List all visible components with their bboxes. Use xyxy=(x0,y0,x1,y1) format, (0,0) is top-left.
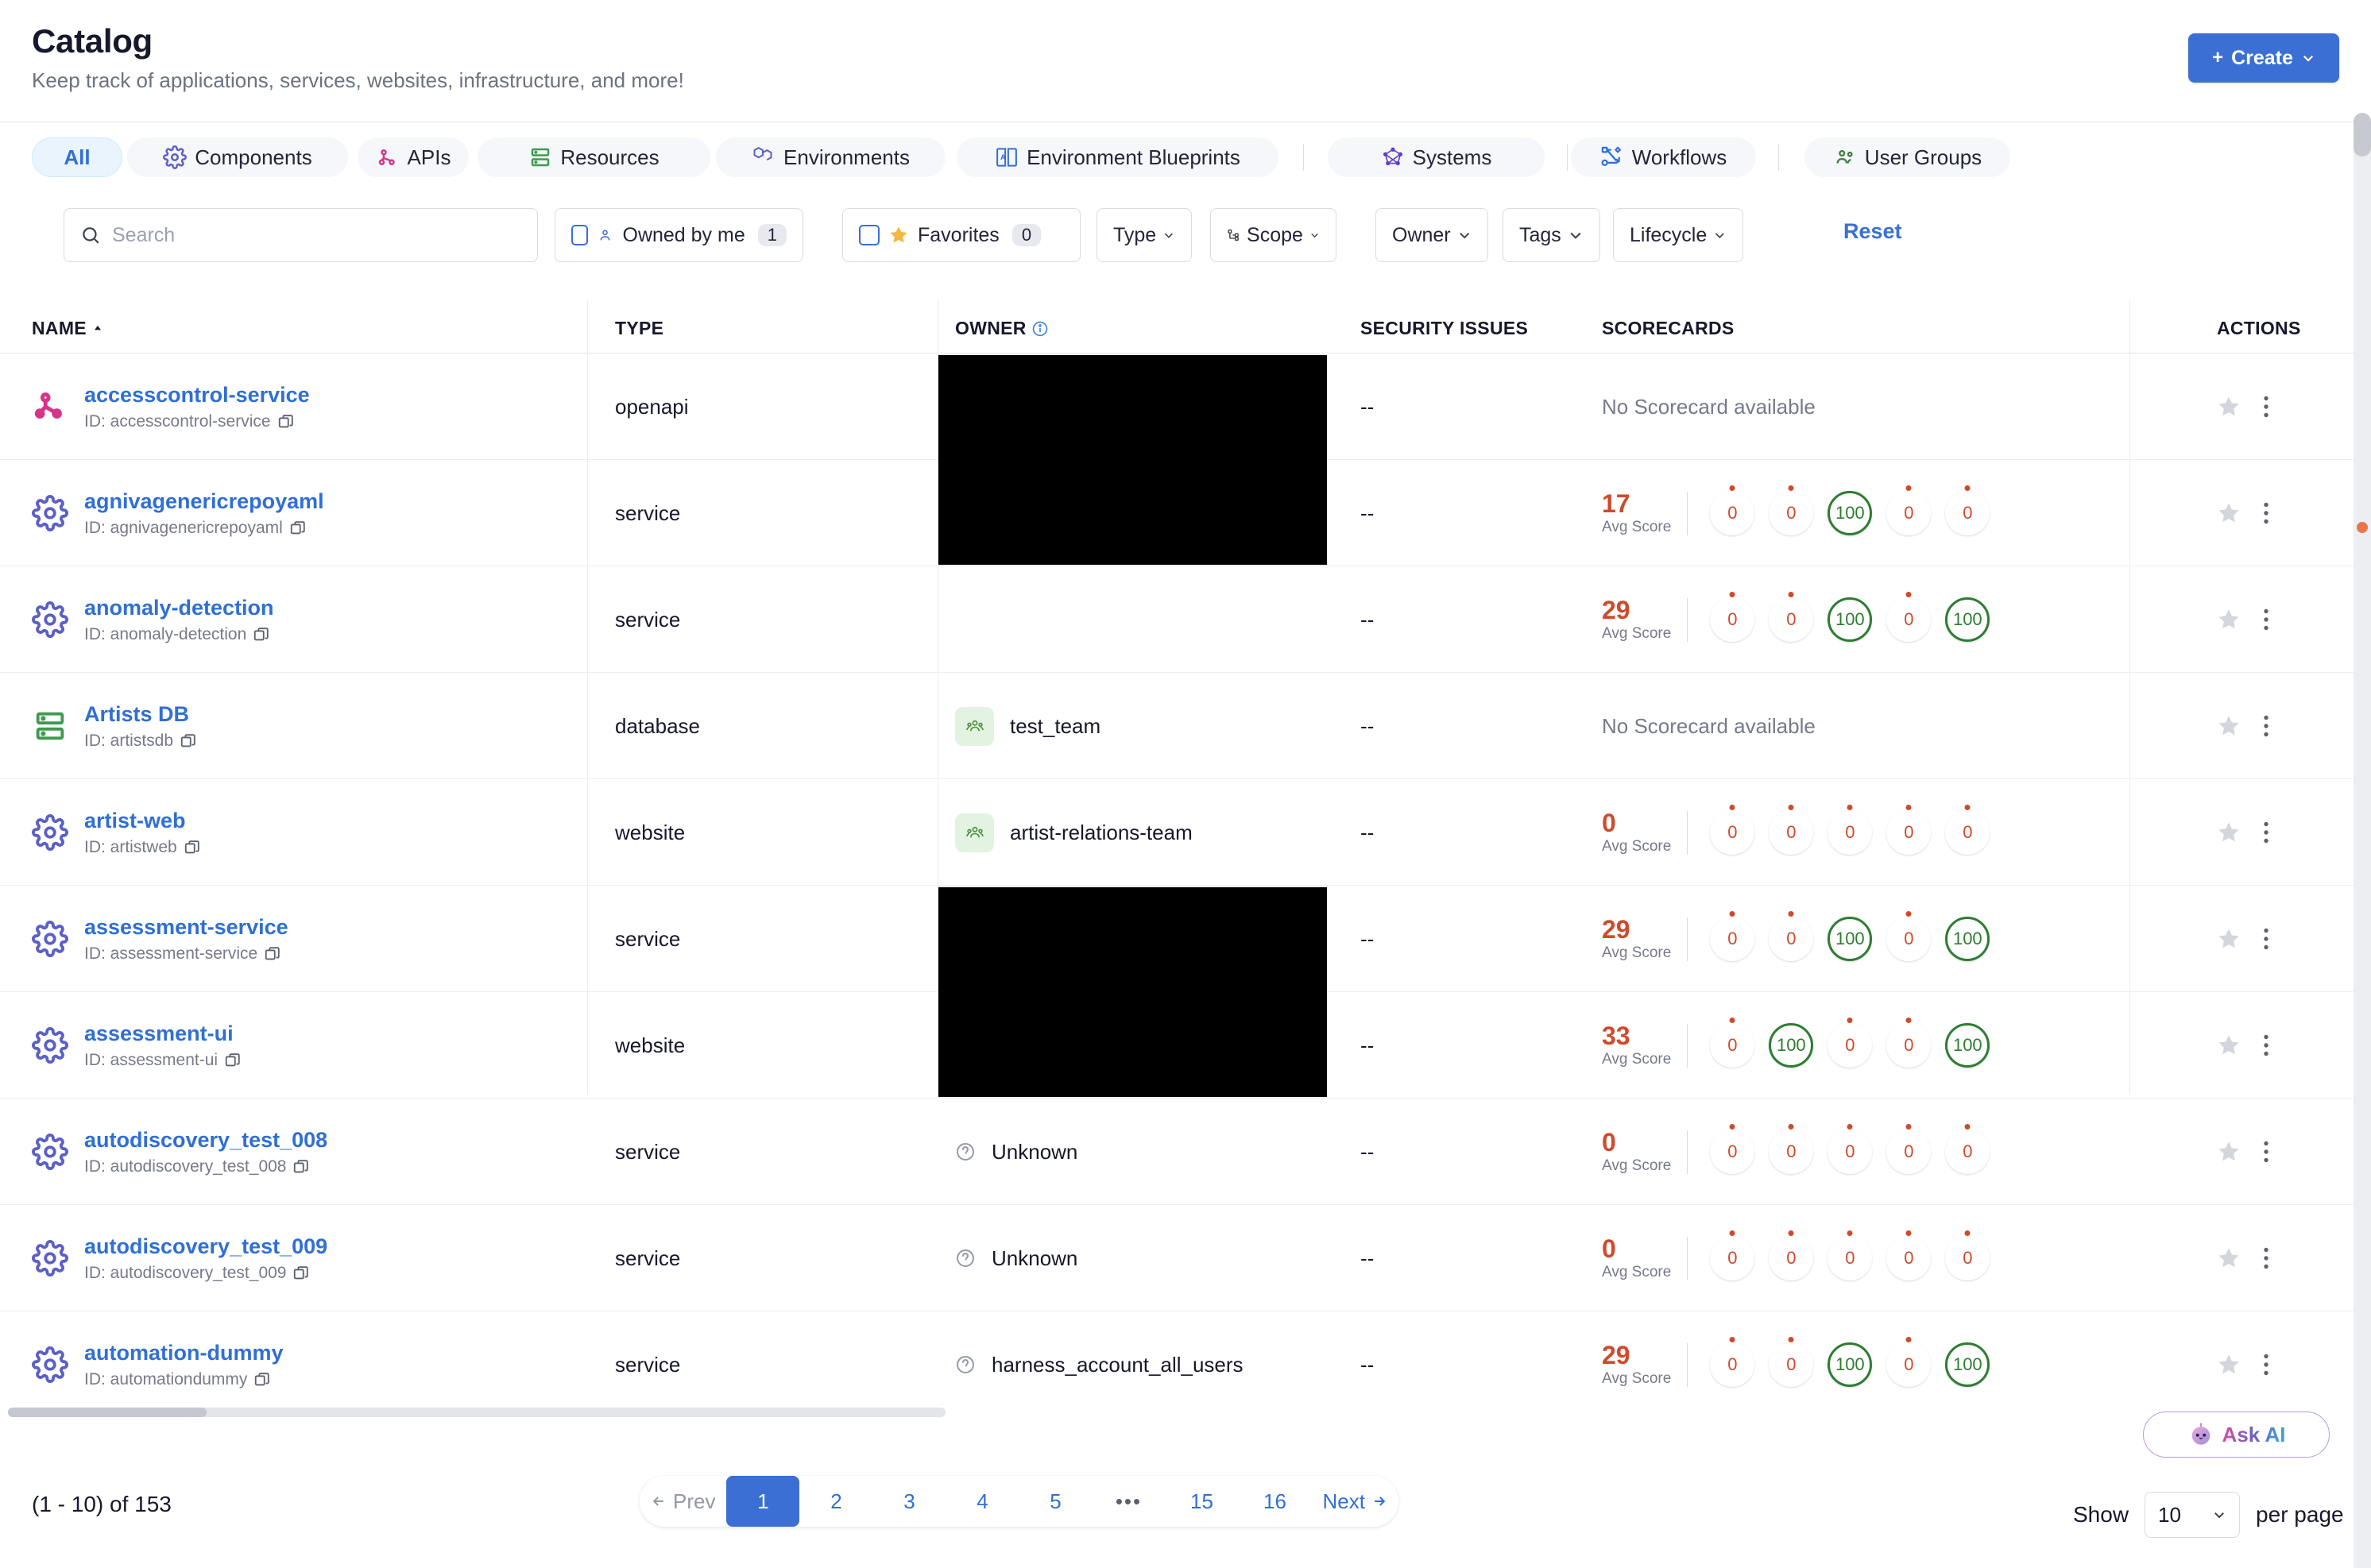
svg-text:A: A xyxy=(1000,153,1006,161)
